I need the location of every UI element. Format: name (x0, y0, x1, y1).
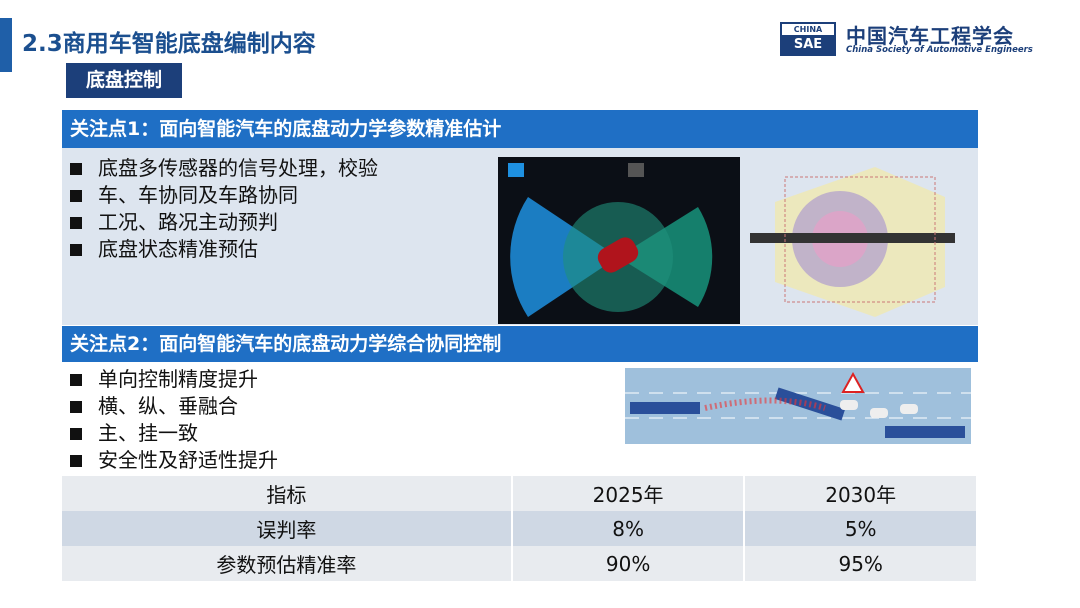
logo-english: China Society of Automotive Engineers (846, 45, 1033, 55)
slide-title: 2.3商用车智能底盘编制内容 (22, 31, 316, 57)
bullet: 车、车协同及车路协同 (70, 182, 378, 209)
bullet: 底盘状态精准预估 (70, 236, 378, 263)
logo-badge: CHINA SAE (780, 22, 836, 56)
bullet: 底盘多传感器的信号处理，校验 (70, 155, 378, 182)
bullet: 横、纵、垂融合 (70, 393, 278, 420)
target-table: 指标 2025年 2030年 误判率 8% 5% 参数预估精准率 90% 95% (62, 476, 978, 581)
logo-badge-top: CHINA (793, 25, 823, 34)
logo-badge-bottom: SAE (782, 35, 834, 54)
table-cell: 95% (744, 546, 978, 581)
table-cell: 90% (511, 546, 746, 581)
bullet: 单向控制精度提升 (70, 366, 278, 393)
sensor-diagram (745, 157, 977, 324)
table-row: 参数预估精准率 90% 95% (62, 546, 978, 581)
subtitle: 底盘控制 (66, 63, 182, 98)
bullet: 安全性及舒适性提升 (70, 447, 278, 474)
table-cell: 误判率 (62, 511, 513, 546)
bullet: 主、挂一致 (70, 420, 278, 447)
logo-name: 中国汽车工程学会 (846, 24, 1014, 48)
table-cell: 8% (511, 511, 746, 546)
accent-bar (0, 18, 12, 72)
table-header-cell: 2025年 (511, 476, 746, 511)
table-row: 误判率 8% 5% (62, 511, 978, 546)
table-header-cell: 2030年 (744, 476, 978, 511)
radar-image (498, 157, 740, 324)
bullet: 工况、路况主动预判 (70, 209, 378, 236)
section-header: 关注点1：面向智能汽车的底盘动力学参数精准估计 (62, 110, 978, 148)
table-cell: 5% (744, 511, 978, 546)
section-header: 关注点2：面向智能汽车的底盘动力学综合协同控制 (62, 326, 978, 362)
table-header-cell: 指标 (62, 476, 513, 511)
road-image (625, 368, 971, 444)
bullet-list: 底盘多传感器的信号处理，校验 车、车协同及车路协同 工况、路况主动预判 底盘状态… (70, 155, 378, 263)
table-cell: 参数预估精准率 (62, 546, 513, 581)
bullet-list: 单向控制精度提升 横、纵、垂融合 主、挂一致 安全性及舒适性提升 (70, 366, 278, 474)
table-header: 指标 2025年 2030年 (62, 476, 978, 511)
